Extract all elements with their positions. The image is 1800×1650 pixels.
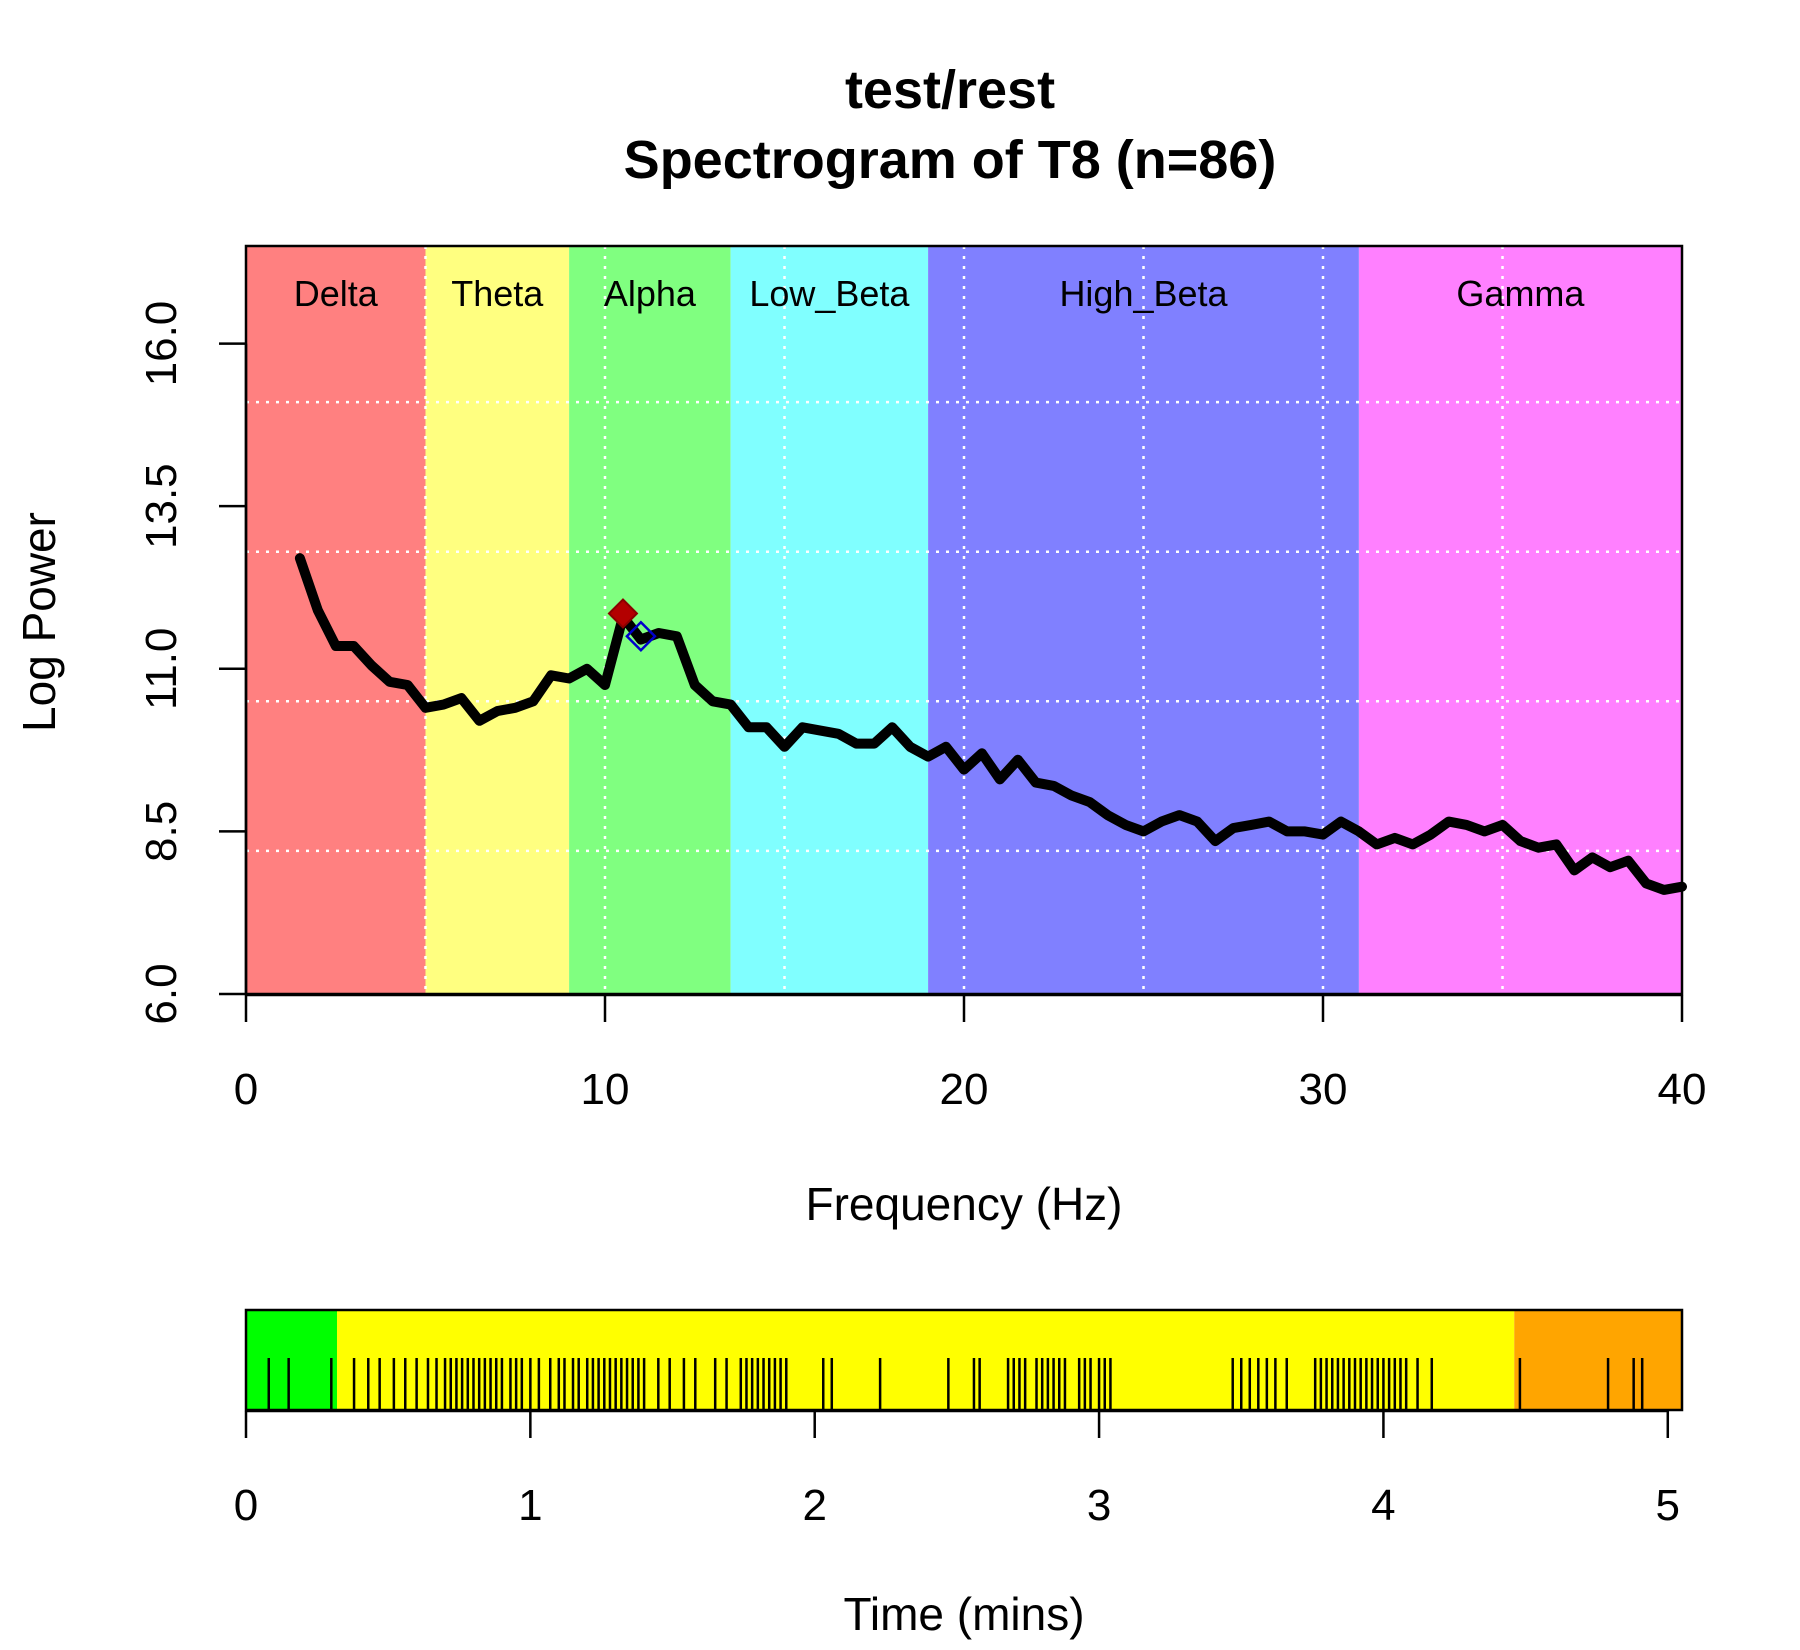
timeline-events [267,1358,1644,1410]
time-axis-title: Time (mins) [843,1588,1084,1640]
y-tick-label: 6.0 [137,963,186,1024]
x-axis: 0 10 20 30 40 [234,993,1707,1114]
timeline-plot: 0 1 2 3 4 5 Time (mins) [234,1308,1684,1640]
center-marker [625,620,657,653]
timeline-segment [246,1310,337,1410]
time-tick-label: 4 [1371,1481,1395,1530]
band-label-high-beta: High_Beta [1059,273,1228,314]
frequency-bands [246,246,1682,994]
time-tick-label: 5 [1656,1481,1680,1530]
band-label-alpha: Alpha [604,273,697,314]
timeline-segment [336,1310,1515,1410]
x-tick-label: 40 [1658,1065,1707,1114]
chart-title-line1: test/rest [845,60,1055,120]
band-label-delta: Delta [294,273,379,314]
peak-marker [607,598,639,629]
chart-title-line2: Spectrogram of T8 (n=86) [624,130,1277,190]
time-tick-label: 1 [518,1481,542,1530]
band-gamma [1358,246,1682,994]
y-tick-label: 13.5 [137,463,186,549]
band-label-theta: Theta [451,273,544,314]
spectrum-plot: Delta Theta Alpha Low_Beta High_Beta Gamma 0 1… [13,244,1707,1230]
x-tick-label: 10 [581,1065,630,1114]
time-tick-label: 2 [802,1481,826,1530]
x-tick-label: 30 [1299,1065,1348,1114]
band-low-beta [730,246,929,994]
band-alpha [569,246,731,994]
band-label-low-beta: Low_Beta [749,273,910,314]
x-tick-label: 0 [234,1065,258,1114]
y-tick-label: 11.0 [137,628,186,710]
y-axis-title: Log Power [13,512,65,732]
time-axis: 0 1 2 3 4 5 [234,1409,1680,1530]
time-tick-label: 3 [1087,1481,1111,1530]
spectrum-line [294,553,1687,895]
band-high-beta [928,246,1359,994]
y-tick-label: 8.5 [137,801,186,862]
peak-markers [607,598,657,653]
x-tick-label: 20 [940,1065,989,1114]
time-tick-label: 0 [234,1481,258,1530]
y-tick-label: 16.0 [137,301,186,387]
timeline-segment [1514,1310,1682,1410]
y-axis: 6.0 8.5 11.0 13.5 16.0 [137,301,248,1025]
timeline-segments [246,1310,1682,1410]
band-theta [425,246,570,994]
band-label-gamma: Gamma [1456,273,1585,314]
band-labels: Delta Theta Alpha Low_Beta High_Beta Gamma [294,273,1586,314]
x-axis-title: Frequency (Hz) [806,1178,1123,1230]
band-delta [246,246,426,994]
